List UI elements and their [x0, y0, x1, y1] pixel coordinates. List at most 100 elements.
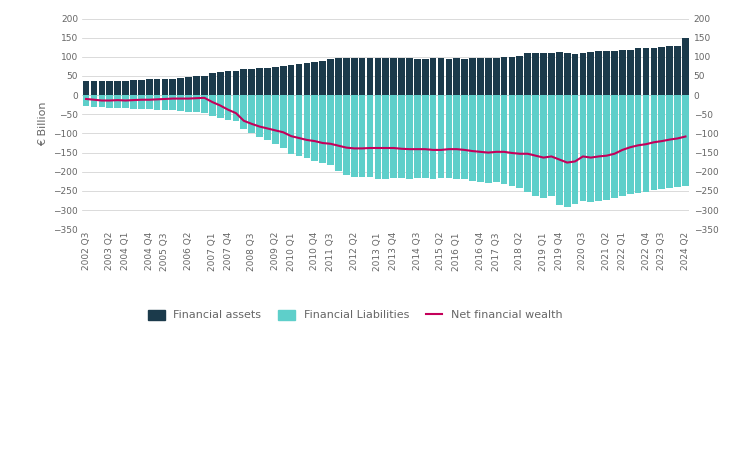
Bar — [311, 95, 318, 162]
Bar — [651, 95, 657, 190]
Bar — [500, 95, 507, 184]
Bar — [540, 53, 547, 95]
Bar — [304, 63, 310, 95]
Bar — [666, 95, 673, 188]
Bar — [130, 95, 137, 108]
Bar — [225, 95, 231, 121]
Bar — [674, 95, 681, 187]
Bar — [153, 95, 160, 110]
Bar — [209, 73, 215, 95]
Bar — [485, 58, 491, 95]
Bar — [635, 95, 642, 193]
Bar — [516, 95, 523, 188]
Bar — [643, 48, 649, 95]
Bar — [91, 95, 98, 107]
Bar — [82, 95, 89, 106]
Bar — [611, 51, 618, 95]
Bar — [619, 95, 626, 196]
Bar — [556, 95, 562, 206]
Bar — [493, 95, 500, 183]
Bar — [438, 58, 445, 95]
Bar — [311, 62, 318, 95]
Bar — [240, 95, 247, 129]
Bar — [477, 58, 484, 95]
Bar — [91, 81, 98, 95]
Bar — [233, 71, 240, 95]
Bar — [477, 95, 484, 183]
Bar — [532, 95, 539, 196]
Bar — [429, 95, 436, 179]
Bar — [469, 95, 476, 180]
Bar — [296, 95, 302, 156]
Bar — [249, 95, 255, 133]
Bar — [264, 68, 271, 95]
Bar — [304, 95, 310, 158]
Bar — [217, 95, 224, 118]
Bar — [627, 95, 634, 194]
Bar — [98, 95, 105, 108]
Bar — [658, 95, 665, 189]
Bar — [406, 58, 413, 95]
Bar — [422, 95, 429, 178]
Bar — [249, 69, 255, 95]
Bar — [635, 49, 642, 95]
Bar — [682, 95, 689, 186]
Bar — [146, 79, 153, 95]
Bar — [469, 58, 476, 95]
Bar — [201, 76, 208, 95]
Bar — [398, 58, 405, 95]
Bar — [603, 95, 610, 200]
Bar — [122, 95, 129, 108]
Bar — [374, 58, 381, 95]
Bar — [335, 95, 342, 171]
Bar — [390, 95, 397, 178]
Bar — [319, 61, 326, 95]
Bar — [682, 38, 689, 95]
Bar — [178, 77, 184, 95]
Bar — [564, 95, 571, 207]
Bar — [343, 58, 350, 95]
Bar — [564, 53, 571, 95]
Bar — [383, 95, 389, 179]
Bar — [98, 81, 105, 95]
Bar — [627, 50, 634, 95]
Bar — [201, 95, 208, 113]
Bar — [445, 95, 452, 178]
Bar — [272, 95, 279, 144]
Bar — [398, 95, 405, 178]
Bar — [240, 69, 247, 95]
Bar — [256, 68, 263, 95]
Bar — [107, 95, 113, 108]
Bar — [454, 58, 460, 95]
Bar — [438, 95, 445, 178]
Bar — [193, 95, 200, 112]
Bar — [327, 95, 334, 165]
Bar — [256, 95, 263, 136]
Bar — [351, 58, 358, 95]
Bar — [429, 58, 436, 95]
Bar — [611, 95, 618, 198]
Bar — [335, 58, 342, 95]
Bar — [509, 95, 516, 186]
Bar — [225, 72, 231, 95]
Bar — [130, 80, 137, 95]
Bar — [114, 95, 121, 108]
Bar — [556, 52, 562, 95]
Bar — [674, 46, 681, 95]
Bar — [217, 72, 224, 95]
Bar — [359, 58, 365, 95]
Bar — [178, 95, 184, 111]
Bar — [516, 56, 523, 95]
Bar — [651, 48, 657, 95]
Bar — [185, 77, 192, 95]
Bar — [572, 54, 578, 95]
Bar — [138, 80, 144, 95]
Bar — [548, 53, 555, 95]
Bar — [383, 58, 389, 95]
Bar — [359, 95, 365, 177]
Bar — [367, 95, 373, 177]
Bar — [343, 95, 350, 175]
Bar — [185, 95, 192, 112]
Bar — [162, 95, 169, 110]
Bar — [114, 81, 121, 95]
